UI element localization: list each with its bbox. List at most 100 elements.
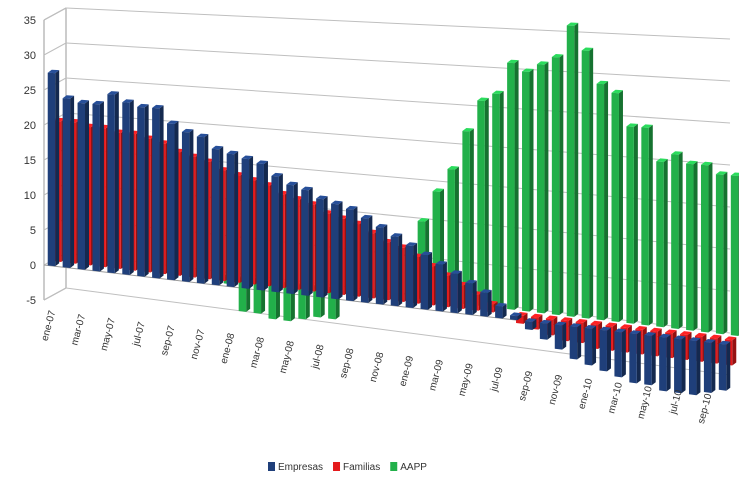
bar: [536, 61, 549, 314]
legend-swatch: [268, 462, 275, 471]
bar: [331, 200, 343, 300]
x-tick-label: ene-10: [577, 377, 596, 410]
bar: [569, 323, 582, 360]
bar: [596, 80, 609, 321]
bar: [152, 104, 164, 279]
bar: [360, 214, 373, 303]
bar: [688, 337, 701, 396]
bar: [566, 22, 579, 317]
y-tick-label: 0: [30, 260, 36, 272]
x-tick-label: sep-07: [159, 324, 178, 357]
y-tick-label: 20: [24, 120, 36, 132]
bar: [507, 59, 519, 310]
legend-item-familias: Familias: [333, 462, 380, 473]
grid-line-side: [43, 7, 67, 21]
x-tick-label: mar-07: [69, 313, 88, 347]
bar: [477, 97, 489, 307]
bar: [435, 260, 447, 312]
bar: [226, 150, 239, 288]
bar: [703, 338, 716, 393]
x-tick-label: may-10: [636, 385, 655, 420]
x-tick-label: ene-09: [398, 354, 417, 387]
bar: [656, 158, 668, 328]
bar: [730, 172, 739, 336]
bar: [581, 47, 594, 319]
bar: [271, 172, 283, 293]
bar: [107, 91, 119, 274]
x-tick-label: jul-09: [489, 366, 506, 394]
bar: [196, 133, 209, 284]
bar: [626, 123, 638, 324]
x-tick-label: nov-07: [189, 328, 208, 361]
bar: [614, 328, 626, 378]
y-axis-ticks: -5 0 5 10 15 20 25 30 35: [24, 15, 36, 307]
bar: [390, 233, 403, 307]
bar: [137, 103, 149, 277]
bar: [405, 242, 418, 309]
bar: [671, 151, 683, 330]
bar: [718, 340, 731, 391]
bar: [47, 69, 60, 267]
bar: [659, 333, 671, 392]
series-empresas: [47, 69, 731, 396]
bar: [122, 99, 134, 275]
bar: [492, 90, 504, 309]
bar: [462, 128, 474, 305]
bar: [686, 160, 698, 331]
x-tick-label: sep-08: [338, 347, 357, 380]
legend-item-aapp: AAPP: [390, 462, 427, 473]
bars: [47, 22, 739, 396]
x-tick-label: may-09: [457, 362, 476, 397]
x-tick-label: may-08: [278, 339, 297, 374]
legend-label: AAPP: [400, 462, 427, 473]
bar: [644, 332, 656, 386]
y-tick-label: 15: [24, 155, 36, 167]
bar: [584, 325, 597, 366]
bar: [674, 335, 686, 394]
bar: [465, 279, 477, 315]
bar: [181, 128, 194, 282]
bar: [551, 54, 564, 316]
bar: [62, 95, 75, 269]
bar: [715, 171, 728, 335]
grid-line-side: [43, 287, 67, 301]
y-tick-label: 35: [24, 15, 36, 27]
x-tick-label: may-07: [99, 317, 118, 352]
bar: [539, 319, 552, 340]
y-tick-label: 5: [30, 225, 36, 237]
bar: [599, 326, 611, 372]
bar: [495, 302, 507, 319]
bar: [611, 89, 623, 323]
x-tick-label: nov-08: [368, 351, 387, 384]
grid-line: [65, 42, 731, 82]
bar: [77, 99, 90, 270]
bar: [447, 166, 459, 303]
bar: [522, 68, 534, 312]
y-tick-label: 10: [24, 190, 36, 202]
bar: [641, 124, 653, 326]
x-tick-label: jul-08: [310, 343, 327, 371]
bar: [241, 155, 254, 289]
bar: [420, 251, 433, 310]
x-tick-label: mar-10: [606, 381, 625, 415]
series-aapp: [223, 22, 739, 336]
x-tick-label: mar-09: [427, 358, 446, 392]
legend-label: Familias: [343, 462, 380, 473]
bar: [524, 318, 537, 330]
legend-label: Empresas: [278, 462, 323, 473]
x-tick-label: jul-10: [667, 388, 684, 416]
bar: [510, 312, 522, 321]
x-tick-label: sep-10: [696, 392, 715, 425]
grid-line: [65, 77, 731, 124]
bar: [375, 223, 388, 305]
bar: [450, 270, 462, 314]
x-tick-label: ene-07: [40, 309, 59, 342]
bar: [286, 181, 298, 295]
bar: [167, 120, 179, 281]
bar: [316, 195, 328, 298]
bar: [554, 321, 567, 350]
grid-line-side: [43, 42, 67, 56]
y-tick-label: -5: [26, 295, 36, 307]
bar: [92, 100, 104, 272]
